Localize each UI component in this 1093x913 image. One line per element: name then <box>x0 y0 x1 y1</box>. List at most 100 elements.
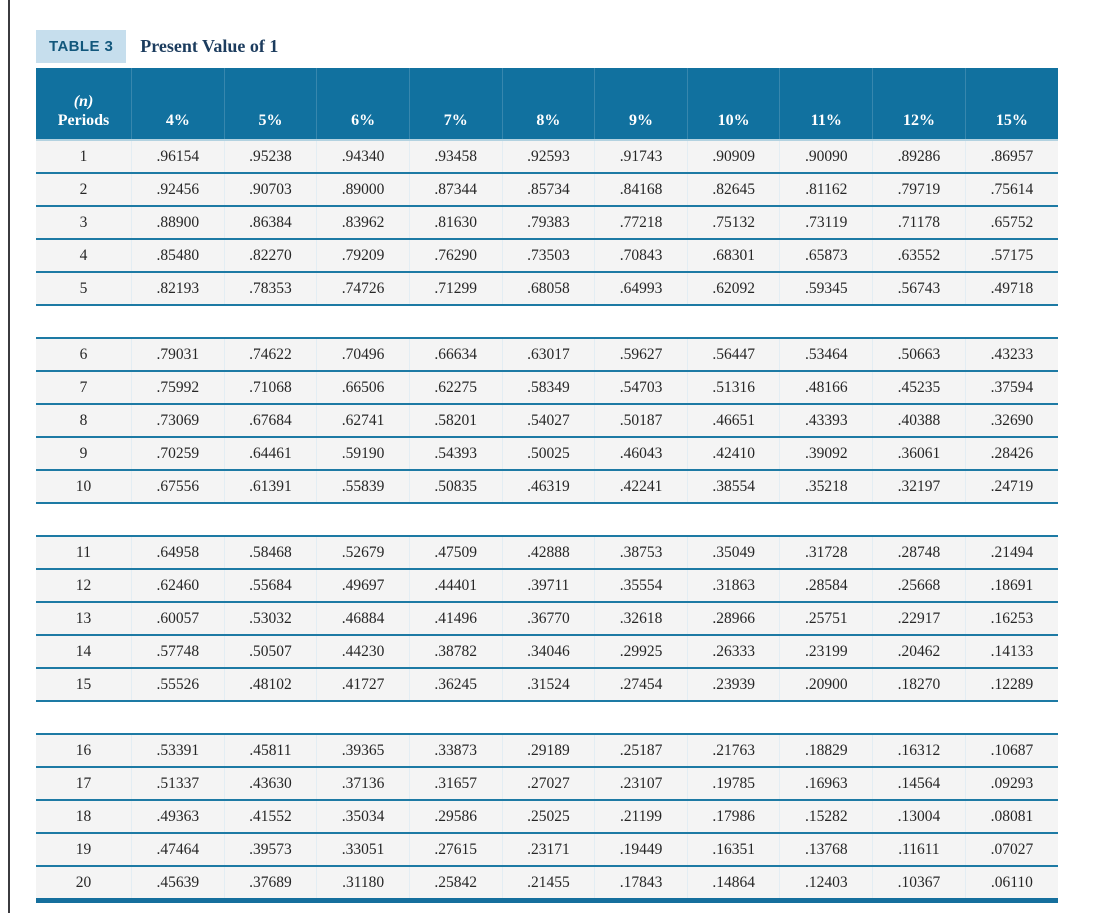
value-cell: .52679 <box>316 536 410 570</box>
value-cell: .81162 <box>779 173 874 207</box>
value-cell: .50663 <box>872 338 966 372</box>
value-cell: .17843 <box>594 866 688 898</box>
value-cell: .42410 <box>687 437 781 471</box>
value-cell: .81630 <box>409 206 503 240</box>
value-cell: .96154 <box>131 140 225 174</box>
value-cell: .32197 <box>872 470 966 504</box>
value-cell: .76290 <box>409 239 503 273</box>
value-cell: .16312 <box>872 734 966 768</box>
value-cell: .55684 <box>224 569 318 603</box>
value-cell: .39365 <box>316 734 410 768</box>
value-cell: .75992 <box>131 371 225 405</box>
periods-header-n: (n) <box>73 92 94 110</box>
value-cell: .50025 <box>502 437 596 471</box>
value-cell: .90909 <box>687 140 781 174</box>
period-cell: 6 <box>36 338 132 372</box>
value-cell: .55526 <box>131 668 225 702</box>
value-cell: .88900 <box>131 206 225 240</box>
value-cell: .48166 <box>779 371 874 405</box>
value-cell: .31863 <box>687 569 781 603</box>
value-cell: .42241 <box>594 470 688 504</box>
value-cell: .36061 <box>872 437 966 471</box>
table-page: TABLE 3 Present Value of 1 (n) Periods 4… <box>36 30 1058 903</box>
period-cell: 3 <box>36 206 132 240</box>
table-row: 6.79031.74622.70496.66634.63017.59627.56… <box>36 338 1058 372</box>
value-cell: .21494 <box>965 536 1058 570</box>
periods-header-label: Periods <box>57 111 110 129</box>
value-cell: .79031 <box>131 338 225 372</box>
value-cell: .50187 <box>594 404 688 438</box>
table-row: 7.75992.71068.66506.62275.58349.54703.51… <box>36 371 1058 405</box>
value-cell: .82193 <box>131 272 225 306</box>
value-cell: .57175 <box>965 239 1058 273</box>
value-cell: .20462 <box>872 635 966 669</box>
value-cell: .62741 <box>316 404 410 438</box>
value-cell: .73069 <box>131 404 225 438</box>
table-row: 18.49363.41552.35034.29586.25025.21199.1… <box>36 800 1058 834</box>
value-cell: .46319 <box>502 470 596 504</box>
table-row: 9.70259.64461.59190.54393.50025.46043.42… <box>36 437 1058 471</box>
value-cell: .18829 <box>779 734 874 768</box>
value-cell: .08081 <box>965 800 1058 834</box>
value-cell: .70259 <box>131 437 225 471</box>
value-cell: .47464 <box>131 833 225 867</box>
value-cell: .59190 <box>316 437 410 471</box>
value-cell: .12289 <box>965 668 1058 702</box>
value-cell: .90090 <box>779 140 874 174</box>
table-row: 19.47464.39573.33051.27615.23171.19449.1… <box>36 833 1058 867</box>
value-cell: .71299 <box>409 272 503 306</box>
value-cell: .44230 <box>316 635 410 669</box>
value-cell: .17986 <box>687 800 781 834</box>
value-cell: .25025 <box>502 800 596 834</box>
value-cell: .28584 <box>779 569 874 603</box>
value-cell: .49718 <box>965 272 1058 306</box>
table-row: 14.57748.50507.44230.38782.34046.29925.2… <box>36 635 1058 669</box>
value-cell: .54393 <box>409 437 503 471</box>
value-cell: .16963 <box>779 767 874 801</box>
rate-column-header: 10% <box>687 68 781 141</box>
value-cell: .41552 <box>224 800 318 834</box>
value-cell: .55839 <box>316 470 410 504</box>
period-cell: 10 <box>36 470 132 504</box>
table-row: 2.92456.90703.89000.87344.85734.84168.82… <box>36 173 1058 207</box>
value-cell: .79719 <box>872 173 966 207</box>
value-cell: .28966 <box>687 602 781 636</box>
value-cell: .06110 <box>965 866 1058 898</box>
rate-column-header: 15% <box>965 68 1058 141</box>
value-cell: .79209 <box>316 239 410 273</box>
value-cell: .10367 <box>872 866 966 898</box>
value-cell: .37594 <box>965 371 1058 405</box>
value-cell: .68301 <box>687 239 781 273</box>
period-cell: 20 <box>36 866 132 898</box>
present-value-table-wrap: (n) Periods 4% 5% 6% 7% 8% 9% 10% 11% 12… <box>36 68 1058 903</box>
value-cell: .25187 <box>594 734 688 768</box>
value-cell: .39711 <box>502 569 596 603</box>
value-cell: .21455 <box>502 866 596 898</box>
value-cell: .10687 <box>965 734 1058 768</box>
value-cell: .43630 <box>224 767 318 801</box>
spacer-row <box>36 701 1058 735</box>
value-cell: .75132 <box>687 206 781 240</box>
value-cell: .95238 <box>224 140 318 174</box>
period-cell: 5 <box>36 272 132 306</box>
value-cell: .65752 <box>965 206 1058 240</box>
value-cell: .94340 <box>316 140 410 174</box>
value-cell: .50835 <box>409 470 503 504</box>
value-cell: .38782 <box>409 635 503 669</box>
value-cell: .38753 <box>594 536 688 570</box>
value-cell: .29586 <box>409 800 503 834</box>
value-cell: .46651 <box>687 404 781 438</box>
value-cell: .48102 <box>224 668 318 702</box>
value-cell: .39092 <box>779 437 874 471</box>
value-cell: .58201 <box>409 404 503 438</box>
value-cell: .32618 <box>594 602 688 636</box>
value-cell: .68058 <box>502 272 596 306</box>
value-cell: .82270 <box>224 239 318 273</box>
value-cell: .47509 <box>409 536 503 570</box>
value-cell: .89000 <box>316 173 410 207</box>
period-cell: 14 <box>36 635 132 669</box>
rate-column-header: 5% <box>224 68 318 141</box>
value-cell: .50507 <box>224 635 318 669</box>
value-cell: .64993 <box>594 272 688 306</box>
value-cell: .09293 <box>965 767 1058 801</box>
